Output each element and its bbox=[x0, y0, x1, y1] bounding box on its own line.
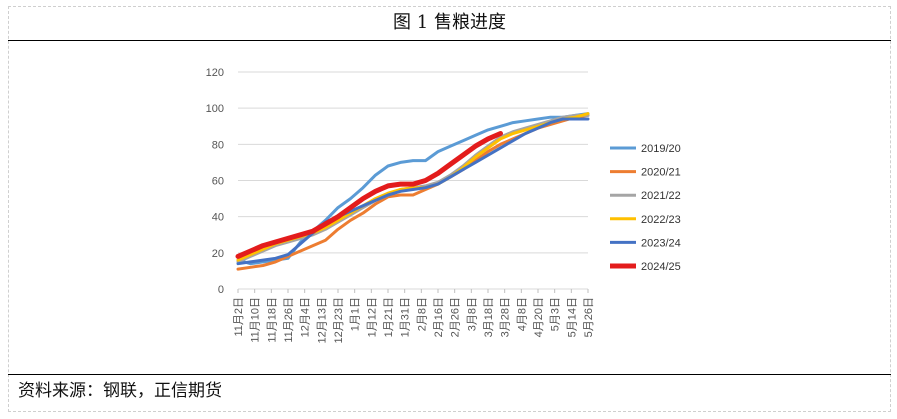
x-tick-label: 1月21日 bbox=[383, 297, 395, 337]
series-line bbox=[236, 117, 590, 266]
y-tick-label: 120 bbox=[206, 67, 224, 79]
source-note: 资料来源：钢联，正信期货 bbox=[18, 381, 222, 401]
x-tick-label: 5月26日 bbox=[583, 297, 595, 337]
x-tick-label: 4月8日 bbox=[516, 297, 528, 331]
x-tick-label: 11月2日 bbox=[233, 297, 245, 337]
x-tick-label: 11月26日 bbox=[283, 297, 295, 343]
x-tick-label: 5月3日 bbox=[550, 297, 562, 331]
legend-label: 2021/22 bbox=[641, 190, 681, 202]
x-tick-label: 5月14日 bbox=[566, 297, 578, 337]
x-tick-label: 3月28日 bbox=[500, 297, 512, 337]
y-tick-label: 60 bbox=[212, 176, 224, 188]
y-tick-label: 100 bbox=[206, 103, 224, 115]
source-rule bbox=[8, 374, 891, 375]
legend-label: 2024/25 bbox=[641, 261, 681, 273]
x-tick-label: 2月16日 bbox=[433, 297, 445, 337]
x-tick-label: 12月4日 bbox=[300, 297, 312, 337]
y-tick-label: 40 bbox=[212, 212, 224, 224]
legend-label: 2022/23 bbox=[641, 214, 681, 226]
x-tick-label: 12月13日 bbox=[316, 297, 328, 343]
y-tick-label: 20 bbox=[212, 248, 224, 260]
figure-frame bbox=[8, 6, 891, 412]
x-tick-label: 1月31日 bbox=[400, 297, 412, 337]
figure-title: 图 1 售粮进度 bbox=[393, 12, 506, 33]
x-tick-label: 3月8日 bbox=[466, 297, 478, 331]
x-tick-label: 3月18日 bbox=[483, 297, 495, 337]
y-tick-label: 80 bbox=[212, 139, 224, 151]
x-tick-label: 2月8日 bbox=[416, 297, 428, 331]
x-tick-label: 11月10日 bbox=[250, 297, 262, 343]
x-tick-label: 12月23日 bbox=[333, 297, 345, 343]
legend-label: 2019/20 bbox=[641, 143, 681, 155]
y-tick-label: 0 bbox=[218, 284, 224, 296]
x-tick-label: 4月20日 bbox=[533, 297, 545, 337]
title-rule bbox=[8, 40, 891, 41]
legend-label: 2020/21 bbox=[641, 167, 681, 179]
legend-label: 2023/24 bbox=[641, 237, 681, 249]
x-tick-label: 1月12日 bbox=[366, 297, 378, 337]
x-tick-label: 1月1日 bbox=[350, 297, 362, 331]
series-line bbox=[236, 113, 590, 271]
series-line bbox=[235, 131, 503, 259]
x-tick-label: 2月26日 bbox=[450, 297, 462, 337]
x-tick-label: 11月18日 bbox=[266, 297, 278, 343]
